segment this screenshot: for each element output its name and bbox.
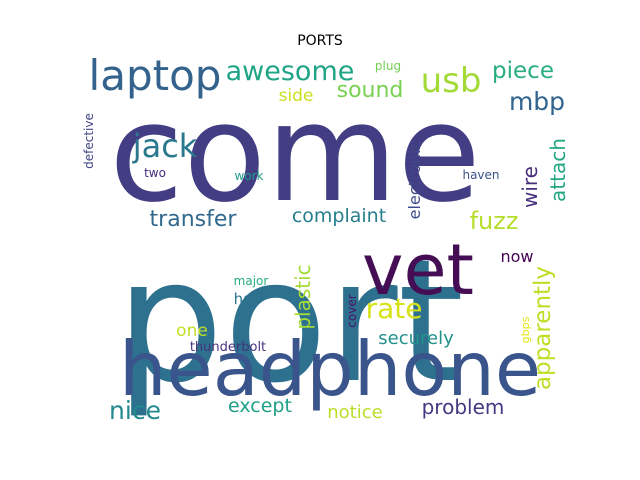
word-now: now [500,247,533,266]
word-port: port [116,223,464,421]
word-except: except [228,395,292,417]
word-laptop: laptop [89,51,222,100]
word-cover: cover [345,294,359,327]
word-rate: rate [366,292,423,325]
word-vet: vet [362,229,474,311]
word-awesome: awesome [226,56,355,87]
word-attach: attach [546,138,570,202]
word-ha: ha [234,290,253,308]
word-sound: sound [337,78,404,103]
word-notice: notice [327,402,382,423]
word-problem: problem [422,395,505,419]
word-plug: plug [375,59,401,73]
word-work: work [234,169,263,183]
word-side: side [279,86,314,106]
word-jack: jack [132,127,198,165]
word-one: one [176,321,208,341]
word-mbp: mbp [509,87,565,116]
word-two: two [144,166,166,180]
word-thunderbolt: thunderbolt [190,340,266,355]
word-usb: usb [421,61,482,101]
word-apparently: apparently [530,266,556,390]
word-headphone: headphone [119,325,541,413]
word-piece: piece [492,58,554,84]
word-defective: defective [82,113,96,169]
word-come: come [109,75,480,232]
chart-title: PORTS [297,33,343,49]
word-haven: haven [462,168,499,182]
word-nice: nice [109,396,161,425]
word-transfer: transfer [150,207,238,232]
word-securely: securely [378,328,454,349]
word-wire: wire [518,166,542,208]
word-major: major [234,274,269,288]
word-complaint: complaint [292,205,386,227]
word-gbps: gbps [519,316,532,343]
word-fuzz: fuzz [470,207,519,235]
word-electronic: electronic [405,141,424,220]
word-plastic: plastic [291,264,315,329]
